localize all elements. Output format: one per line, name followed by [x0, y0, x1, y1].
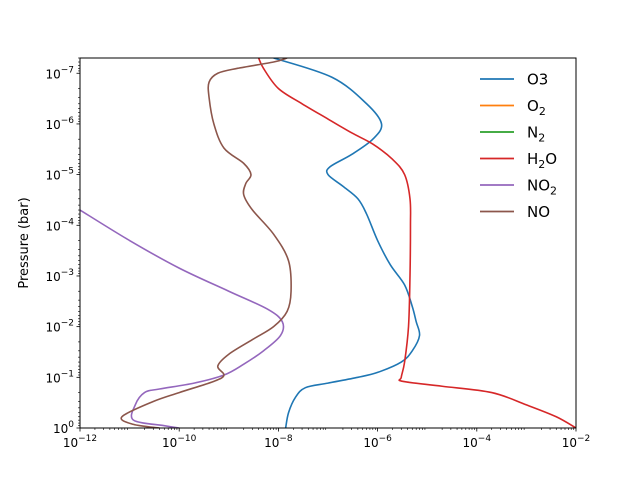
legend-label-o3: O3 [527, 71, 548, 89]
legend: O3 O2 N2 H2O NO2 NO [480, 71, 557, 221]
x-axis: 10−12 10−10 10−8 10−6 10−4 10−2 [63, 428, 590, 450]
y-tick-label: 100 [53, 420, 74, 436]
y-tick-label: 10−6 [45, 116, 74, 132]
y-tick-label: 10−5 [45, 167, 74, 183]
y-tick-label: 10−4 [45, 217, 74, 233]
x-tick-label: 10−12 [63, 434, 97, 450]
x-tick-label: 10−8 [264, 434, 293, 450]
series-line-o3 [273, 58, 421, 428]
x-tick-label: 10−10 [162, 434, 197, 450]
series-line-no2 [80, 209, 285, 428]
x-tick-label: 10−6 [363, 434, 392, 450]
y-tick-label: 10−1 [45, 369, 74, 385]
plot-frame [79, 57, 577, 429]
y-tick-label: 10−3 [45, 268, 74, 284]
series-line-h2o [257, 58, 576, 428]
x-tick-label: 10−2 [562, 434, 591, 450]
series-line-no [120, 58, 292, 428]
legend-label-n2: N2 [527, 124, 545, 145]
legend-label-o2: O2 [527, 97, 546, 118]
y-tick-label: 10−2 [45, 319, 74, 335]
legend-label-no: NO [527, 203, 550, 221]
y-axis: 100 10−1 10−2 10−3 10−4 10−5 10−6 10−7 [45, 57, 80, 436]
legend-label-h2o: H2O [527, 150, 557, 171]
series-layer [80, 58, 576, 428]
legend-label-no2: NO2 [527, 177, 557, 198]
y-axis-label: Pressure (bar) [17, 197, 32, 288]
y-tick-label: 10−7 [45, 65, 74, 81]
x-tick-label: 10−4 [463, 434, 492, 450]
